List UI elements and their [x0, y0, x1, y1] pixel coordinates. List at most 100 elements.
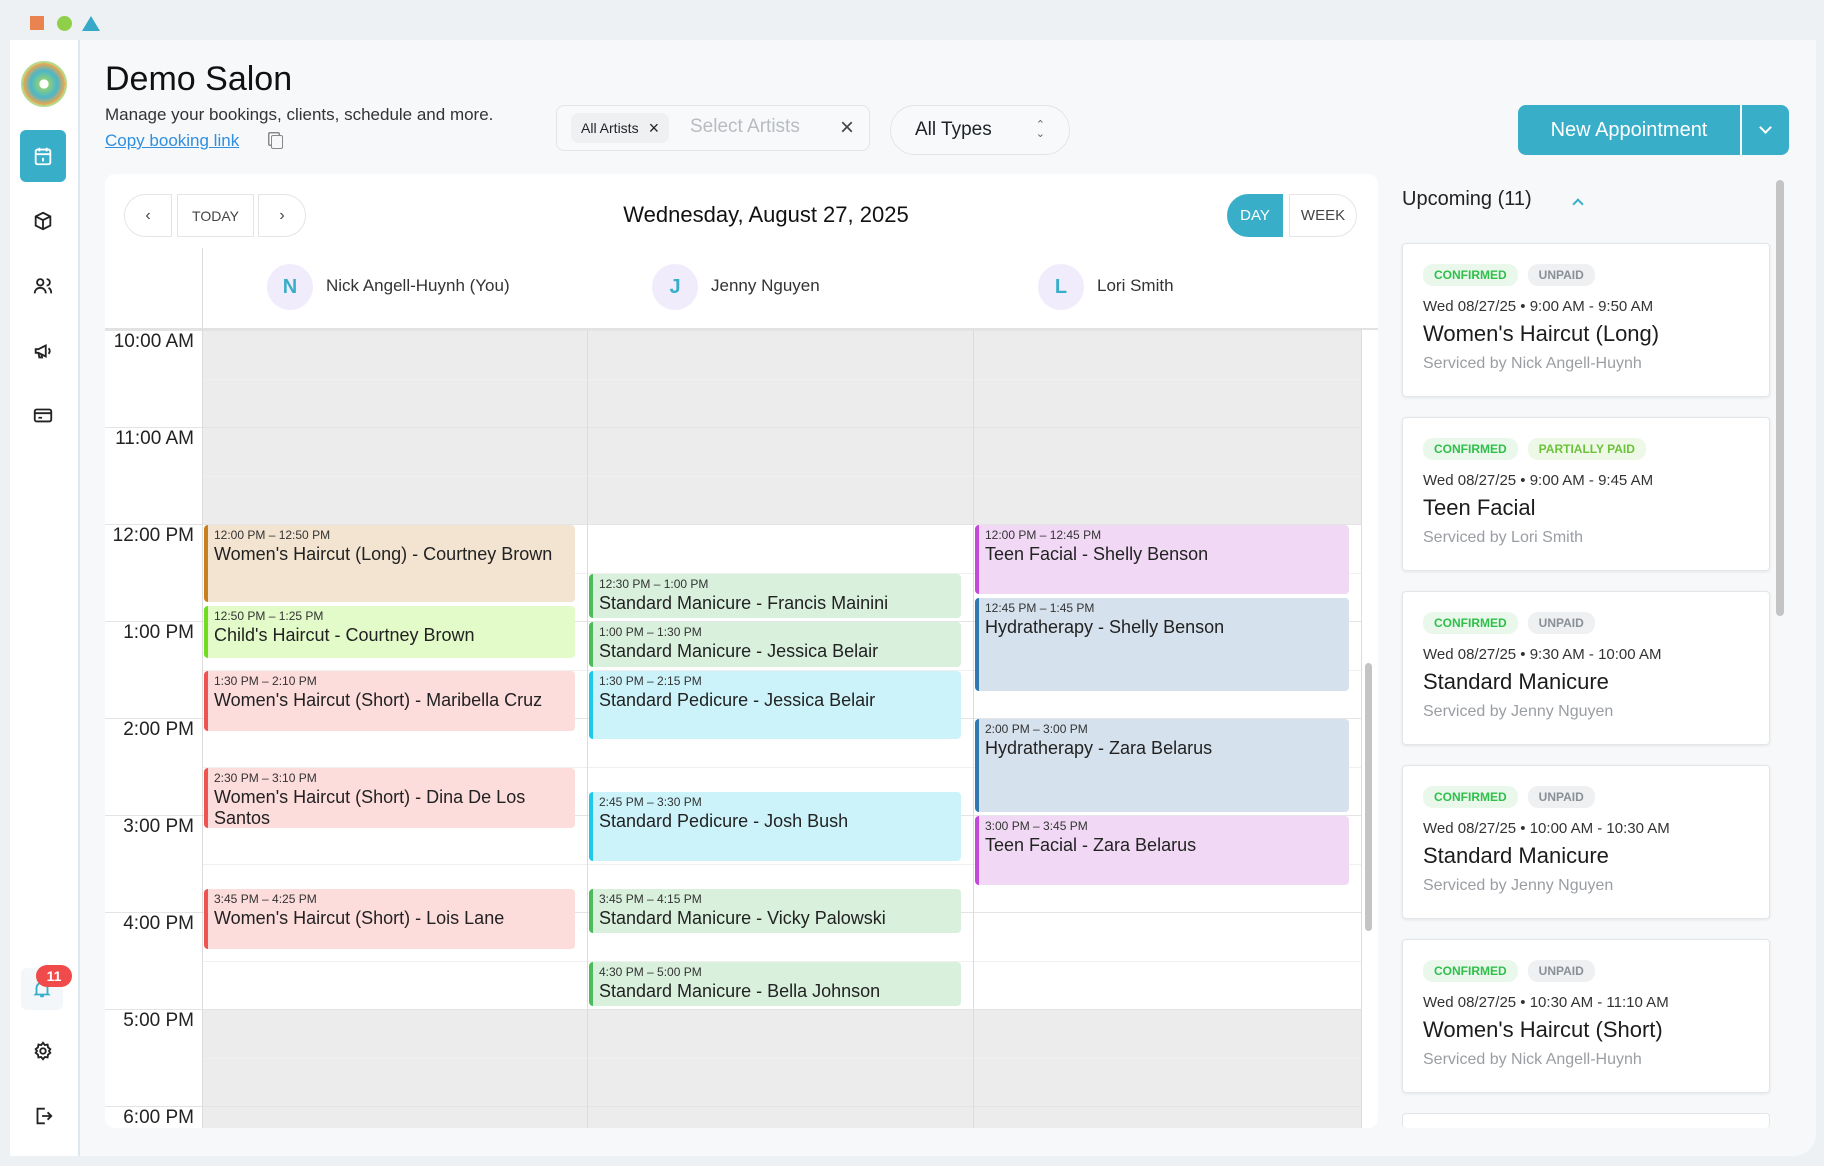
event-time: 3:45 PM – 4:15 PM [599, 891, 702, 906]
event-title: Women's Haircut (Short) - Lois Lane [214, 907, 505, 928]
appointment-event[interactable]: 12:50 PM – 1:25 PM Child's Haircut - Cour… [204, 605, 575, 659]
sidebar-clients[interactable] [20, 263, 66, 309]
appointment-service: Standard Manicure [1423, 669, 1609, 694]
event-time: 3:00 PM – 3:45 PM [985, 819, 1088, 833]
appointment-event[interactable]: 3:00 PM – 3:45 PM Teen Facial - Zara Bela… [975, 816, 1349, 885]
sidebar-products[interactable] [20, 198, 66, 244]
artist-avatar: N [267, 264, 313, 310]
page-title: Demo Salon [105, 60, 293, 98]
appointment-event[interactable]: 1:30 PM – 2:15 PM Standard Pedicure - Jes… [589, 670, 961, 740]
new-appointment-button[interactable]: New Appointment [1518, 105, 1740, 155]
prev-day-button[interactable]: ‹ [124, 194, 172, 237]
upcoming-appointment-card[interactable]: CONFIRMED UNPAID Wed 08/27/25 • 9:30 AM - … [1402, 591, 1770, 745]
upcoming-appointment-card[interactable]: CONFIRMED UNPAID Wed 08/27/25 • 10:30 AM -… [1402, 939, 1770, 1093]
sidebar-payments[interactable] [20, 392, 66, 438]
event-time: 2:45 PM – 3:30 PM [599, 794, 702, 809]
salon-logo [21, 61, 67, 107]
box-icon [34, 211, 52, 231]
sidebar-marketing[interactable] [20, 328, 66, 374]
event-title: Standard Manicure - Francis Mainini [599, 592, 889, 613]
calendar-scrollbar[interactable] [1365, 663, 1372, 931]
appointment-service: Women's Haircut (Long) [1423, 321, 1660, 346]
appointment-event[interactable]: 1:00 PM – 1:30 PM Standard Manicure - Jes… [589, 622, 961, 667]
appointment-event[interactable]: 3:45 PM – 4:15 PM Standard Manicure - Vic… [589, 888, 961, 934]
window-close-control[interactable] [30, 16, 44, 30]
half-hour-line [202, 475, 1362, 477]
remove-chip-icon[interactable]: × [648, 117, 660, 138]
window-maximize-control[interactable] [82, 16, 100, 31]
today-button[interactable]: TODAY [177, 194, 254, 237]
event-title: Women's Haircut (Long) - Courtney Brown [214, 544, 553, 564]
hour-label: 10:00 AM [113, 331, 194, 352]
upcoming-scrollbar[interactable] [1776, 180, 1784, 616]
header-divider [105, 328, 1378, 330]
upcoming-appointment-card-partial[interactable] [1402, 1113, 1770, 1128]
upcoming-appointment-card[interactable]: CONFIRMED UNPAID Wed 08/27/25 • 10:00 AM -… [1402, 765, 1770, 919]
half-hour-line [202, 960, 1362, 962]
appointment-service: Women's Haircut (Short) [1423, 1017, 1663, 1042]
upcoming-title: Upcoming (11) [1402, 188, 1532, 210]
gear-icon [34, 1041, 52, 1061]
column-divider [1361, 330, 1362, 1128]
hour-label: 1:00 PM [123, 622, 194, 643]
appointment-event[interactable]: 2:30 PM – 3:10 PM Women's Haircut (Short)… [204, 767, 575, 829]
artist-chip: All Artists × [571, 113, 670, 143]
clear-artists-icon[interactable]: × [840, 114, 855, 141]
view-day-button[interactable]: DAY [1227, 194, 1283, 237]
appointment-event[interactable]: 4:30 PM – 5:00 PM Standard Manicure - Bel… [589, 961, 961, 1006]
badge-row: CONFIRMED UNPAID [1423, 612, 1749, 634]
payment-badge: UNPAID [1527, 960, 1595, 982]
appointment-event[interactable]: 12:00 PM – 12:45 PM Teen Facial - Shelly … [975, 525, 1349, 594]
sidebar-logout[interactable] [20, 1093, 66, 1139]
half-hour-line [202, 863, 1362, 865]
hour-line [105, 1009, 1361, 1010]
event-title: Standard Pedicure - Jessica Belair [599, 689, 876, 710]
appointment-event[interactable]: 3:45 PM – 4:25 PM Women's Haircut (Short)… [204, 888, 575, 950]
upcoming-appointment-card[interactable]: CONFIRMED UNPAID Wed 08/27/25 • 9:00 AM - … [1402, 243, 1770, 397]
badge-row: CONFIRMED UNPAID [1423, 960, 1749, 982]
window-minimize-control[interactable] [57, 16, 72, 31]
half-hour-line [202, 378, 1362, 380]
appointment-datetime: Wed 08/27/25 • 9:30 AM - 10:00 AM [1423, 646, 1662, 663]
artist-name: Nick Angell-Huynh (You) [326, 276, 510, 295]
column-divider [587, 330, 588, 1128]
megaphone-icon [34, 344, 51, 359]
sidebar-settings[interactable] [20, 1028, 66, 1074]
appointment-service: Standard Manicure [1423, 843, 1609, 868]
half-hour-line [202, 766, 1362, 768]
artist-avatar: J [652, 264, 698, 310]
calendar-icon [34, 147, 52, 166]
appointment-event[interactable]: 12:00 PM – 12:50 PM Women's Haircut (Long… [204, 525, 575, 602]
notification-count-badge: 11 [36, 965, 72, 987]
appointment-event[interactable]: 12:30 PM – 1:00 PM Standard Manicure - Fr… [589, 573, 961, 618]
credit-card-icon [33, 408, 53, 423]
hour-line [105, 330, 1361, 331]
payment-badge: UNPAID [1527, 786, 1595, 808]
type-select[interactable]: All Types ⌃ ⌄ [890, 105, 1070, 155]
artist-select-placeholder[interactable]: Select Artists [690, 116, 800, 137]
event-title: Standard Manicure - Vicky Palowski [599, 907, 886, 928]
half-hour-line [202, 669, 1362, 671]
new-appointment-dropdown[interactable] [1742, 105, 1789, 155]
appointment-event[interactable]: 12:45 PM – 1:45 PM Hydratherapy - Shelly … [975, 597, 1349, 691]
status-badge: CONFIRMED [1423, 960, 1518, 982]
next-day-button[interactable]: › [258, 194, 306, 237]
hour-label: 6:00 PM [123, 1107, 194, 1128]
upcoming-appointment-card[interactable]: CONFIRMED PARTIALLY PAID Wed 08/27/25 • 9:… [1402, 417, 1770, 571]
sidebar-calendar[interactable] [20, 130, 66, 182]
hour-line [105, 427, 1361, 428]
copy-icon[interactable] [271, 135, 283, 149]
artist-name: Lori Smith [1097, 276, 1174, 295]
half-hour-line [202, 1057, 1362, 1059]
hour-label: 11:00 AM [115, 428, 194, 449]
event-time: 2:00 PM – 3:00 PM [985, 722, 1088, 736]
appointment-event[interactable]: 2:45 PM – 3:30 PM Standard Pedicure - Jos… [589, 791, 961, 861]
view-week-button[interactable]: WEEK [1289, 194, 1357, 237]
page-subtitle: Manage your bookings, clients, schedule … [105, 105, 494, 124]
copy-booking-link[interactable]: Copy booking link [105, 131, 240, 150]
appointment-event[interactable]: 2:00 PM – 3:00 PM Hydratherapy - Zara Bel… [975, 719, 1349, 812]
event-time: 1:00 PM – 1:30 PM [599, 625, 702, 639]
event-time: 12:50 PM – 1:25 PM [214, 608, 324, 623]
appointment-event[interactable]: 1:30 PM – 2:10 PM Women's Haircut (Short)… [204, 670, 575, 732]
updown-chevron-icon: ⌃ ⌄ [1035, 119, 1045, 140]
